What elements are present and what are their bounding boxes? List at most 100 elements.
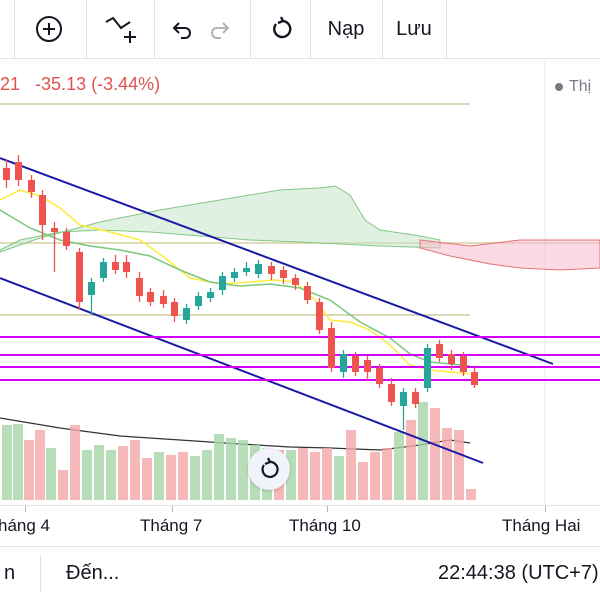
candle-body (123, 262, 130, 272)
volume-bar (94, 445, 104, 500)
undo-icon (172, 22, 191, 39)
volume-bar (46, 448, 56, 500)
volume-bar (346, 430, 356, 500)
reset-chart-icon (261, 457, 279, 478)
bottom-separator (40, 555, 41, 593)
candle-body (147, 292, 154, 302)
refresh-button[interactable] (260, 0, 304, 58)
candle-body (219, 276, 226, 290)
candle-body (51, 228, 58, 232)
volume-bar (358, 462, 368, 500)
axis-label-february: Tháng Hai (502, 516, 581, 535)
axis-tick (25, 506, 26, 512)
candle-body (340, 354, 347, 372)
candle-body (88, 282, 95, 295)
volume-bar (190, 456, 200, 500)
candle-body (28, 180, 35, 192)
candle-body (63, 232, 70, 246)
volume-bar (322, 448, 332, 500)
channel-upper-line (0, 157, 554, 365)
volume-bar (382, 448, 392, 500)
volume-bar (442, 428, 452, 500)
candle-body (436, 344, 443, 358)
axis-label-april: háng 4 (0, 516, 50, 535)
candle-body (160, 296, 167, 304)
price-change-pct: (-3.44%) (91, 74, 161, 94)
volume-bar (286, 450, 296, 500)
candle-body (112, 262, 119, 270)
time-axis[interactable]: háng 4 Tháng 7 Tháng 10 Tháng Hai (0, 505, 600, 546)
candle-body (448, 354, 455, 364)
volume-bar (238, 440, 248, 500)
axis-tick (172, 506, 173, 512)
volume-bar (310, 452, 320, 500)
volume-bar (70, 425, 80, 500)
indicator-icon (105, 16, 136, 43)
toolbar-separator (310, 0, 311, 58)
volume-bar (370, 452, 380, 500)
volume-bar (82, 450, 92, 500)
clock-timezone-button[interactable]: 22:44:38 (UTC+7) (438, 562, 599, 584)
indicators-button[interactable] (96, 0, 146, 58)
add-symbol-button[interactable] (26, 0, 72, 58)
candle-body (280, 270, 287, 278)
volume-bar (406, 420, 416, 500)
toolbar-separator (382, 0, 383, 58)
price-value: 21 (0, 74, 21, 94)
candle-body (76, 252, 83, 302)
load-button[interactable]: Nạp (327, 17, 365, 40)
save-button[interactable]: Lưu (396, 17, 432, 40)
candle-body (364, 360, 371, 372)
toolbar-separator (14, 0, 15, 58)
price-chart[interactable] (0, 58, 600, 505)
candle-body (255, 264, 262, 274)
candle-body (424, 348, 431, 388)
volume-bar (154, 452, 164, 500)
volume-bar (58, 470, 68, 500)
channel-lower-line (0, 277, 484, 464)
volume-bar (130, 440, 140, 500)
candle-body (195, 296, 202, 306)
volume-bar (298, 448, 308, 500)
volume-bar (2, 425, 12, 500)
candle-body (376, 368, 383, 384)
volume-bar (394, 432, 404, 500)
candle-body (231, 272, 238, 278)
redo-icon (211, 22, 230, 39)
reset-chart-button[interactable] (248, 448, 290, 490)
volume-bar (226, 438, 236, 500)
candle-body (3, 168, 10, 180)
candle-body (243, 268, 250, 272)
candle-body (316, 302, 323, 330)
price-quote: 21 -35.13 (-3.44%) (0, 74, 160, 95)
series-legend[interactable]: Thị (555, 78, 591, 96)
volume-bar (202, 450, 212, 500)
volume-bar (13, 424, 23, 500)
candle-body (412, 392, 419, 404)
candlesticks (3, 155, 478, 430)
axis-label-july: Tháng 7 (140, 516, 203, 535)
volume-bar (430, 408, 440, 500)
candle-body (268, 266, 275, 274)
axis-label-october: Tháng 10 (289, 516, 361, 535)
candle-body (352, 356, 359, 372)
plus-circle-icon (36, 16, 62, 42)
undo-button[interactable] (164, 0, 198, 58)
legend-dot-icon (555, 82, 563, 91)
candle-body (304, 286, 311, 300)
candle-body (171, 302, 178, 316)
price-change: -35.13 (35, 74, 87, 94)
volume-bar (118, 446, 128, 500)
redo-button[interactable] (204, 0, 238, 58)
kijun-line (0, 209, 471, 367)
go-to-date-button[interactable]: Đến... (66, 562, 120, 584)
candle-body (136, 278, 143, 296)
ichimoku-cloud-bear (419, 239, 600, 271)
toolbar-separator (154, 0, 155, 58)
refresh-icon (273, 16, 292, 39)
candle-body (328, 328, 335, 368)
candle-body (292, 278, 299, 285)
candle-body (207, 292, 214, 298)
candle-body (471, 372, 478, 385)
timeframe-button[interactable]: n (4, 562, 16, 584)
